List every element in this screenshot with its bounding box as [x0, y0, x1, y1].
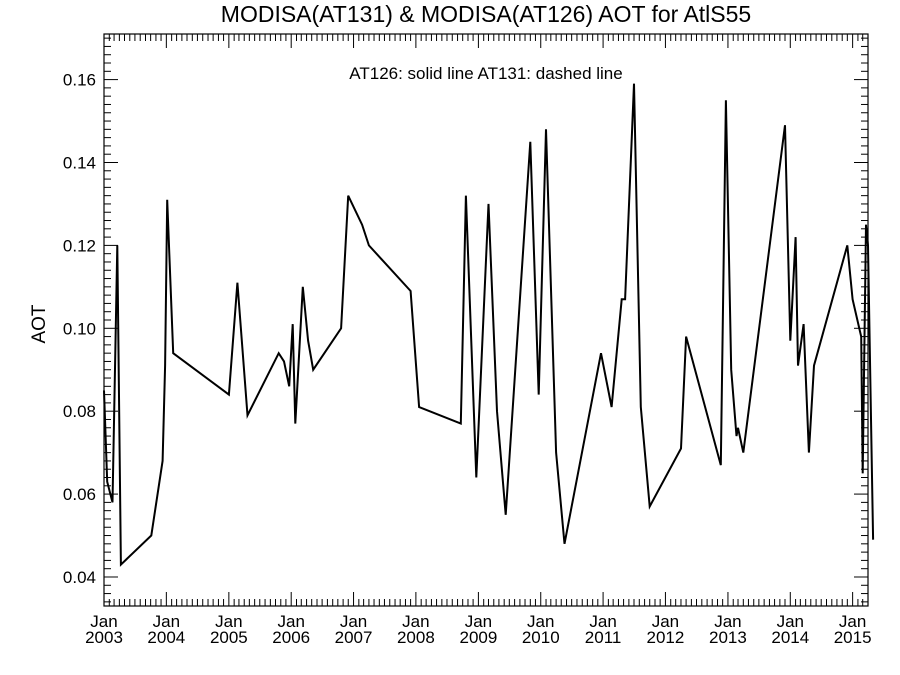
x-tick-year-label: 2010 [522, 628, 560, 647]
x-tick-month-label: Jan [215, 612, 242, 631]
x-tick-month-label: Jan [652, 612, 679, 631]
x-tick-year-label: 2006 [272, 628, 310, 647]
y-tick-label: 0.06 [63, 485, 96, 504]
series-line-at126 [103, 83, 875, 567]
x-tick-month-label: Jan [402, 612, 429, 631]
plot-frame [103, 33, 869, 607]
x-tick-month-label: Jan [90, 612, 117, 631]
x-tick-year-label: 2007 [335, 628, 373, 647]
x-tick-month-label: Jan [340, 612, 367, 631]
x-tick-year-label: 2011 [585, 628, 622, 647]
y-tick-label: 0.16 [63, 71, 96, 90]
x-tick-year-label: 2012 [647, 628, 685, 647]
x-tick-month-label: Jan [777, 612, 804, 631]
chart-title: MODISA(AT131) & MODISA(AT126) AOT for At… [221, 1, 751, 27]
x-tick-year-label: 2009 [459, 628, 497, 647]
x-tick-year-label: 2013 [709, 628, 747, 647]
y-tick-label: 0.04 [63, 568, 96, 587]
x-tick-month-label: Jan [277, 612, 304, 631]
x-tick-month-label: Jan [465, 612, 492, 631]
x-tick-month-label: Jan [589, 612, 616, 631]
x-tick-month-label: Jan [153, 612, 180, 631]
x-tick-year-label: 2004 [147, 628, 185, 647]
series-layer [103, 83, 875, 567]
x-tick-year-label: 2015 [834, 628, 872, 647]
x-tick-month-label: Jan [839, 612, 866, 631]
y-tick-label: 0.14 [63, 153, 96, 172]
y-tick-label: 0.10 [63, 319, 96, 338]
y-axis-label: AOT [29, 304, 50, 343]
x-tick-year-label: 2003 [85, 628, 123, 647]
x-tick-year-label: 2005 [210, 628, 248, 647]
y-tick-label: 0.12 [63, 236, 96, 255]
x-tick-year-label: 2014 [771, 628, 809, 647]
x-tick-month-label: Jan [527, 612, 554, 631]
y-axis: 0.04 0.06 0.08 0.10 0.12 0.14 0.16 [63, 37, 868, 603]
x-axis: Jan2003Jan2004Jan2005Jan2006Jan2007Jan20… [85, 34, 872, 647]
x-tick-month-label: Jan [714, 612, 741, 631]
x-tick-year-label: 2008 [397, 628, 435, 647]
series-style-annotation: AT126: solid line AT131: dashed line [349, 64, 622, 83]
y-tick-label: 0.08 [63, 402, 96, 421]
